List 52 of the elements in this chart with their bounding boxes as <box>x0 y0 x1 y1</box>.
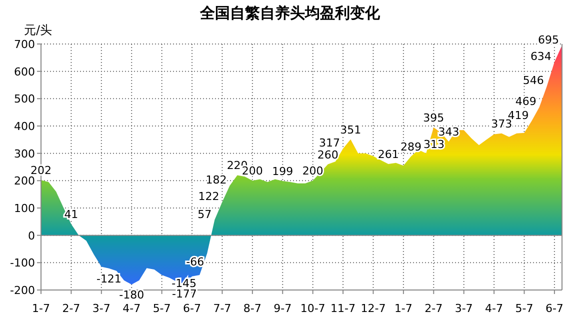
data-label: 469 <box>515 95 536 108</box>
y-tick-label: 300 <box>14 147 35 160</box>
y-axis-title: 元/头 <box>24 23 52 37</box>
data-label: 57 <box>198 208 212 221</box>
x-tick-label: 1-7 <box>32 302 50 315</box>
x-tick-label: 11-7 <box>330 302 356 315</box>
x-tick-label: 2-7 <box>62 302 80 315</box>
data-label: 289 <box>400 140 422 154</box>
data-label: 199 <box>272 164 294 178</box>
y-tick-label: 0 <box>28 229 35 242</box>
x-tick-label: 7-7 <box>213 302 232 315</box>
chart-title: 全国自繁自养头均盈利变化 <box>199 4 381 22</box>
x-tick-label: 6-7 <box>545 302 564 315</box>
data-label: 182 <box>206 174 227 187</box>
x-tick-label: 6-7 <box>183 302 201 315</box>
data-label: -66 <box>186 255 204 268</box>
y-tick-label: 100 <box>14 202 35 215</box>
y-tick-label: 400 <box>14 120 35 133</box>
data-label: 695 <box>538 33 559 46</box>
x-tick-label: 5-7 <box>152 302 171 315</box>
data-label: -145 <box>172 276 197 290</box>
data-label: 261 <box>378 148 399 161</box>
data-label: 317 <box>319 136 340 150</box>
data-label: 351 <box>340 123 362 136</box>
x-tick-label: 12-7 <box>360 302 386 315</box>
x-tick-label: 4-7 <box>122 302 141 315</box>
x-tick-label: 3-7 <box>454 302 473 315</box>
data-label: 373 <box>491 117 512 130</box>
x-tick-label: 8-7 <box>243 302 262 315</box>
y-tick-label: -200 <box>10 284 35 297</box>
data-label: -180 <box>119 288 144 302</box>
data-label: 634 <box>530 50 552 64</box>
data-label: -177 <box>172 288 197 301</box>
x-tick-label: 9-7 <box>274 302 292 315</box>
data-label: 200 <box>302 164 324 178</box>
y-tick-label: 600 <box>14 65 35 78</box>
data-label: 202 <box>30 164 52 178</box>
x-tick-label: 4-7 <box>485 302 504 315</box>
y-tick-label: -100 <box>10 256 35 270</box>
data-label: 260 <box>317 148 338 162</box>
data-label: 395 <box>423 111 444 124</box>
data-label: -121 <box>96 272 122 286</box>
y-tick-label: 500 <box>14 92 35 106</box>
y-tick-label: 200 <box>14 174 35 188</box>
data-label: 546 <box>522 74 544 88</box>
x-tick-label: 10-7 <box>300 302 326 315</box>
y-tick-label: 700 <box>14 38 35 51</box>
x-tick-label: 1-7 <box>394 302 412 315</box>
x-tick-label: 5-7 <box>515 302 534 315</box>
x-tick-label: 2-7 <box>424 302 443 315</box>
data-label: 122 <box>198 190 220 203</box>
x-tick-label: 3-7 <box>92 302 110 315</box>
